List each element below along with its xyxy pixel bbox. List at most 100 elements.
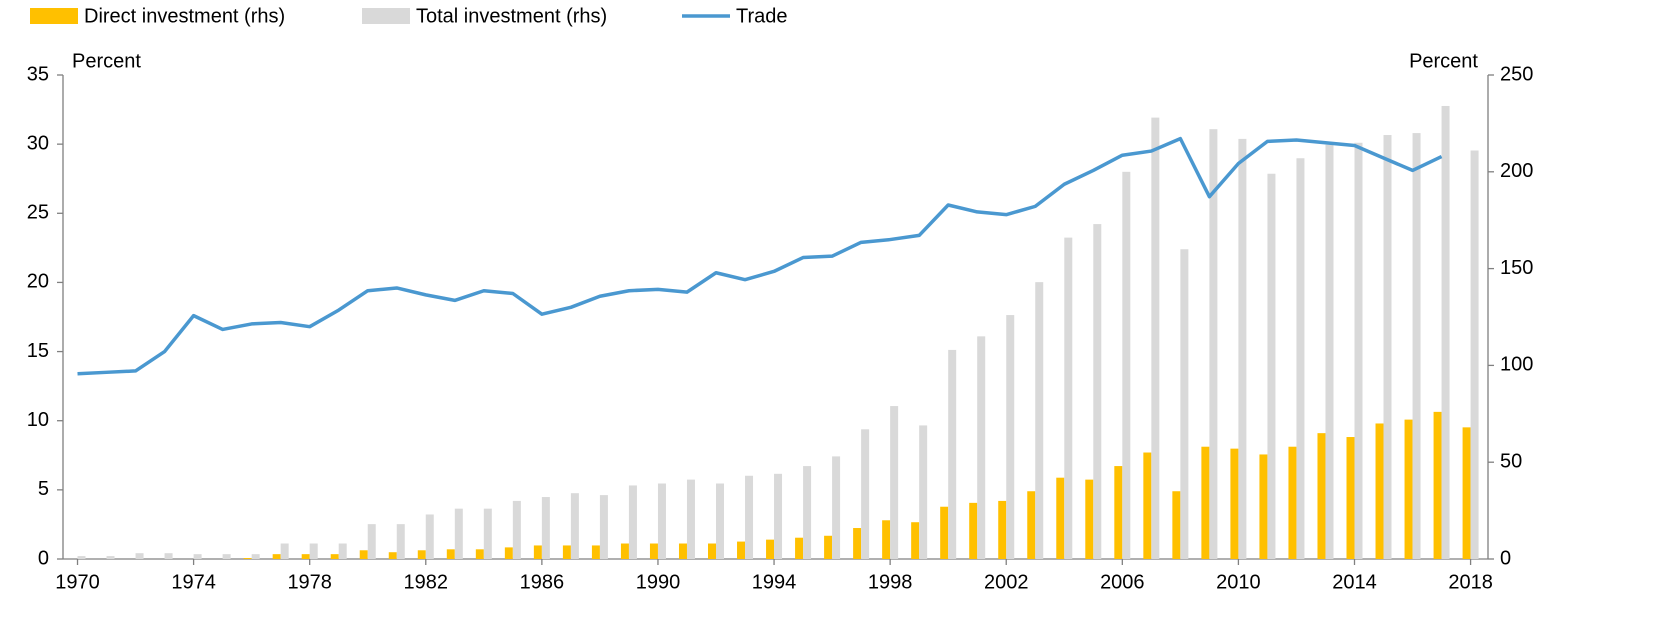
bar bbox=[1317, 433, 1326, 559]
bar bbox=[1383, 135, 1392, 560]
bar bbox=[1470, 150, 1479, 559]
bar bbox=[649, 543, 658, 559]
x-tick-label: 1982 bbox=[404, 571, 449, 593]
bar bbox=[686, 479, 695, 559]
bar bbox=[388, 552, 397, 559]
y-tick-label: 35 bbox=[27, 63, 49, 85]
bar bbox=[1375, 423, 1384, 559]
x-tick-label: 1998 bbox=[868, 571, 913, 593]
y-tick-label: 0 bbox=[38, 547, 49, 569]
legend-swatch bbox=[362, 8, 410, 24]
x-tick-label: 1970 bbox=[55, 571, 100, 593]
bar bbox=[919, 425, 928, 559]
y-tick-label: 25 bbox=[27, 202, 49, 224]
y2-tick-label: 0 bbox=[1500, 547, 1511, 569]
bar bbox=[591, 545, 600, 559]
bar bbox=[454, 508, 463, 559]
bar bbox=[1035, 282, 1044, 559]
bar bbox=[77, 556, 86, 559]
bar bbox=[1151, 117, 1160, 559]
bar bbox=[948, 349, 957, 559]
bar bbox=[853, 528, 862, 559]
bar bbox=[911, 522, 920, 559]
y2-axis-label: Percent bbox=[1409, 50, 1478, 72]
x-tick-label: 2002 bbox=[984, 571, 1029, 593]
bar bbox=[774, 473, 783, 559]
bar bbox=[1056, 477, 1065, 559]
bar bbox=[1143, 452, 1152, 559]
bar bbox=[193, 554, 202, 559]
bar bbox=[367, 524, 376, 559]
bar bbox=[1006, 315, 1015, 559]
bar bbox=[1296, 158, 1305, 560]
y2-tick-label: 100 bbox=[1500, 354, 1533, 376]
bar bbox=[1085, 479, 1094, 559]
bar bbox=[309, 543, 318, 559]
bar bbox=[1404, 419, 1413, 559]
x-tick-label: 1986 bbox=[520, 571, 565, 593]
bar bbox=[359, 550, 368, 559]
bar bbox=[504, 547, 513, 559]
bar bbox=[1462, 427, 1471, 559]
bar bbox=[1441, 105, 1450, 559]
bar bbox=[1064, 237, 1073, 559]
bar bbox=[882, 520, 891, 559]
bar bbox=[1230, 448, 1239, 559]
bar bbox=[628, 485, 637, 559]
y2-tick-label: 250 bbox=[1500, 63, 1533, 85]
y-tick-label: 15 bbox=[27, 340, 49, 362]
bar bbox=[803, 466, 812, 559]
bar bbox=[708, 543, 717, 559]
bar bbox=[251, 554, 260, 559]
bar bbox=[940, 506, 949, 559]
bar bbox=[222, 554, 231, 559]
x-tick-label: 1990 bbox=[636, 571, 681, 593]
bar bbox=[483, 508, 492, 559]
y-tick-label: 5 bbox=[38, 478, 49, 500]
bar bbox=[1201, 446, 1210, 559]
bar bbox=[1180, 249, 1189, 560]
bar bbox=[135, 553, 144, 559]
bar bbox=[716, 483, 725, 559]
bar bbox=[417, 550, 426, 559]
bar bbox=[330, 554, 339, 559]
bar bbox=[280, 543, 289, 559]
bar bbox=[1412, 133, 1421, 559]
bar bbox=[832, 456, 841, 559]
bar bbox=[562, 545, 571, 559]
bar bbox=[1114, 466, 1123, 559]
bar bbox=[272, 554, 281, 559]
bar bbox=[890, 406, 899, 559]
bar bbox=[977, 336, 986, 559]
bar bbox=[737, 541, 746, 559]
bar bbox=[678, 543, 687, 559]
y-tick-label: 20 bbox=[27, 271, 49, 293]
trade-line bbox=[77, 136, 1443, 376]
bar bbox=[164, 553, 173, 559]
legend-label: Direct investment (rhs) bbox=[84, 5, 285, 27]
x-tick-label: 2018 bbox=[1448, 571, 1493, 593]
y2-tick-label: 50 bbox=[1500, 450, 1522, 472]
bar bbox=[446, 549, 455, 559]
bar bbox=[533, 545, 542, 559]
y2-tick-label: 150 bbox=[1500, 257, 1533, 279]
bar bbox=[1027, 491, 1036, 559]
bar bbox=[475, 549, 484, 559]
bar bbox=[1433, 411, 1442, 559]
bar bbox=[1238, 138, 1247, 559]
x-tick-label: 1974 bbox=[171, 571, 216, 593]
bar bbox=[1209, 129, 1218, 559]
bar bbox=[1093, 224, 1102, 559]
x-tick-label: 1978 bbox=[287, 571, 332, 593]
y-axis-label: Percent bbox=[72, 50, 141, 72]
bar bbox=[541, 497, 550, 559]
bar bbox=[861, 429, 870, 559]
x-tick-label: 1994 bbox=[752, 571, 797, 593]
bar bbox=[795, 537, 804, 559]
x-tick-label: 2010 bbox=[1216, 571, 1261, 593]
bar bbox=[824, 535, 833, 559]
bar bbox=[1267, 173, 1276, 559]
bar bbox=[425, 514, 434, 559]
bar bbox=[1172, 491, 1181, 559]
